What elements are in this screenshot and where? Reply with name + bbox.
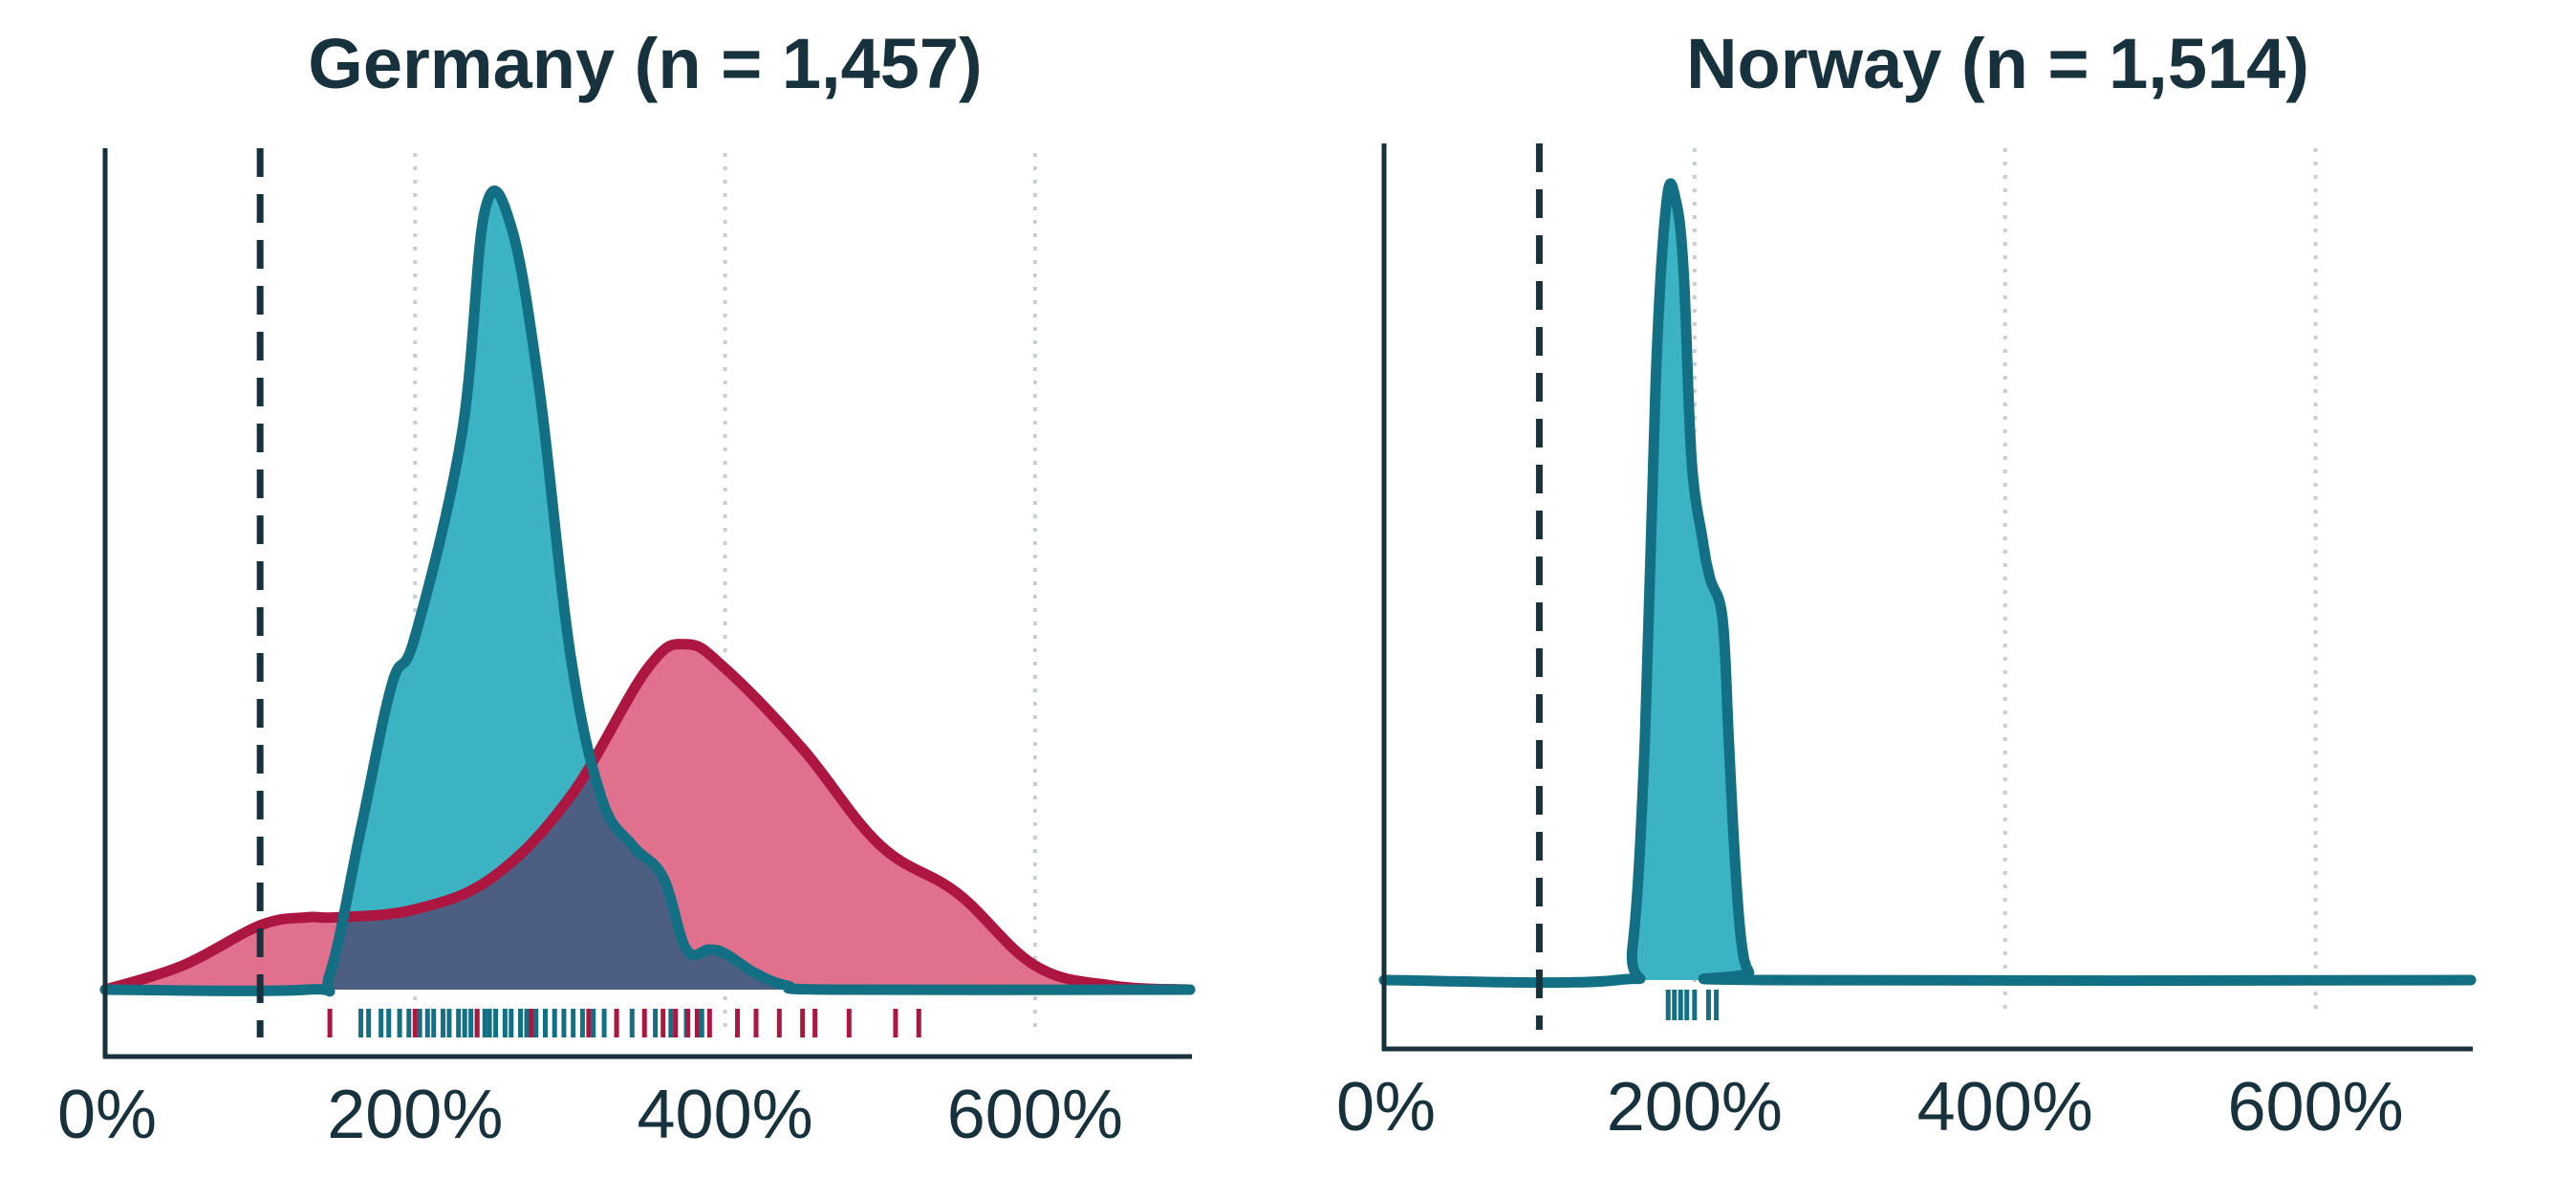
- norway-x-tick-label: 400%: [1917, 1069, 2093, 1145]
- norway-x-tick-labels: 0% 200% 400% 600%: [1336, 1069, 2404, 1145]
- norway-x-tick-label: 200%: [1607, 1069, 1783, 1145]
- germany-panel-title: Germany (n = 1,457): [308, 24, 982, 103]
- norway-x-tick-label: 0%: [1336, 1069, 1436, 1145]
- germany-overlap-fill: [105, 644, 1190, 990]
- norway-x-tick-label: 600%: [2227, 1069, 2403, 1145]
- germany-x-tick-label: 400%: [637, 1077, 812, 1153]
- norway-density-areas: [1378, 178, 2477, 989]
- germany-panel: Germany (n = 1,457) 0% 200% 400% 600%: [57, 24, 1196, 1153]
- germany-red-density-fill: [105, 644, 1190, 990]
- germany-red-density-line: [99, 639, 1196, 995]
- norway-teal-density-fill: [1384, 183, 2471, 983]
- germany-teal-density-fill: [105, 190, 1190, 992]
- germany-density-areas: [99, 185, 1196, 997]
- germany-teal-density-line: [99, 185, 1196, 997]
- norway-teal-density-line: [1378, 178, 2477, 989]
- germany-x-tick-label: 0%: [57, 1077, 157, 1153]
- norway-gridlines: [1692, 148, 2318, 1018]
- germany-x-tick-label: 200%: [327, 1077, 503, 1153]
- norway-rug-marks: [1665, 990, 1720, 1020]
- norway-axes: [1381, 143, 2473, 1052]
- germany-x-tick-label: 600%: [947, 1077, 1123, 1153]
- norway-panel-title: Norway (n = 1,514): [1686, 24, 2309, 103]
- germany-axes: [102, 148, 1192, 1059]
- germany-x-tick-labels: 0% 200% 400% 600%: [57, 1077, 1123, 1153]
- germany-rug-marks: [327, 1009, 921, 1037]
- norway-panel: Norway (n = 1,514) 0% 200% 400% 600%: [1336, 24, 2477, 1145]
